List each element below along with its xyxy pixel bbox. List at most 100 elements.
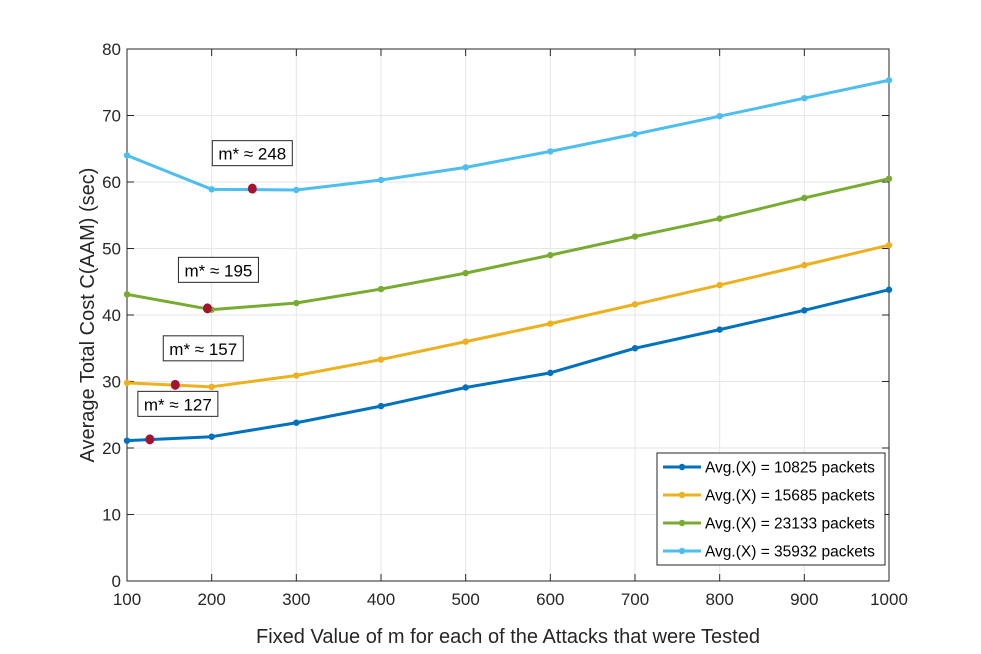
data-point xyxy=(885,241,893,249)
series-1 xyxy=(123,286,893,444)
legend-marker xyxy=(678,547,686,555)
annotation: m* ≈ 127 xyxy=(137,390,219,417)
y-tick-label: 20 xyxy=(102,439,121,458)
annotation-text: m* ≈ 248 xyxy=(218,145,286,164)
data-point xyxy=(377,176,385,184)
series-2 xyxy=(123,241,893,391)
series-line xyxy=(126,288,890,443)
y-tick-label: 70 xyxy=(102,107,121,126)
data-point xyxy=(208,186,215,193)
series-line xyxy=(126,177,890,312)
data-point xyxy=(293,186,300,194)
annotation: m* ≈ 157 xyxy=(162,335,244,362)
data-point xyxy=(462,164,469,171)
data-point xyxy=(293,419,300,426)
legend: Avg.(X) = 10825 packets Avg.(X) = 15685 p… xyxy=(656,452,886,566)
data-point xyxy=(377,356,385,363)
data-point xyxy=(208,383,215,391)
legend-marker xyxy=(678,491,686,499)
data-point xyxy=(462,269,469,277)
y-axis-label: Average Total Cost C(AAM) (sec) xyxy=(77,168,99,463)
annotation-box xyxy=(211,140,293,167)
legend-entry: Avg.(X) = 35932 packets xyxy=(663,544,875,561)
data-point xyxy=(123,152,131,159)
legend-label: Avg.(X) = 10825 packets xyxy=(705,460,875,477)
data-point xyxy=(801,95,808,102)
data-point xyxy=(716,326,723,333)
data-point xyxy=(208,433,215,440)
x-tick-label: 200 xyxy=(197,590,225,609)
legend-label: Avg.(X) = 15685 packets xyxy=(705,488,875,505)
optimum-marker xyxy=(170,379,180,390)
x-axis-label: Fixed Value of m for each of the Attacks… xyxy=(256,626,760,648)
data-point xyxy=(716,112,723,120)
x-tick-label: 700 xyxy=(621,590,649,609)
optimum-marker xyxy=(247,183,257,194)
optimum-marker xyxy=(145,434,155,445)
legend-entry: Avg.(X) = 15685 packets xyxy=(663,488,875,505)
optimum-markers xyxy=(145,183,257,445)
x-tick-label: 100 xyxy=(113,590,141,609)
annotation: m* ≈ 248 xyxy=(211,140,293,167)
y-tick-label: 80 xyxy=(102,40,121,59)
legend-label: Avg.(X) = 35932 packets xyxy=(705,544,875,561)
x-tick-label: 300 xyxy=(282,590,310,609)
data-point xyxy=(377,285,385,293)
axes: 100 200 300 400 500 600 700 800 900 1000 0 10 20 30 40… xyxy=(102,40,908,609)
data-point xyxy=(123,437,131,444)
legend-marker xyxy=(678,519,686,527)
data-point xyxy=(293,299,300,307)
y-tick-label: 0 xyxy=(112,572,121,591)
annotation-box xyxy=(137,390,219,417)
data-point xyxy=(631,233,639,240)
data-point xyxy=(885,286,893,293)
legend-entry: Avg.(X) = 23133 packets xyxy=(663,516,875,533)
data-point xyxy=(801,194,808,202)
data-point xyxy=(801,307,808,314)
data-point xyxy=(293,372,300,379)
series-line xyxy=(126,243,890,389)
annotation-text: m* ≈ 127 xyxy=(144,395,212,414)
annotation-box xyxy=(162,335,244,362)
series-3 xyxy=(123,175,893,313)
data-point xyxy=(462,338,469,345)
y-tick-label: 50 xyxy=(102,240,121,259)
x-tick-label: 600 xyxy=(536,590,564,609)
x-tick-label: 400 xyxy=(367,590,395,609)
annotation-box xyxy=(177,256,259,283)
x-tick-label: 900 xyxy=(790,590,818,609)
y-tick-label: 10 xyxy=(102,506,121,525)
y-tick-label: 40 xyxy=(102,306,121,325)
data-point xyxy=(462,384,469,391)
data-point xyxy=(547,148,554,155)
legend-label: Avg.(X) = 23133 packets xyxy=(705,516,875,533)
legend-marker xyxy=(678,463,686,471)
x-tick-label: 500 xyxy=(451,590,479,609)
annotation-text: m* ≈ 195 xyxy=(184,261,252,280)
x-tick-label: 800 xyxy=(705,590,733,609)
data-point xyxy=(123,291,131,298)
data-point xyxy=(716,281,723,289)
x-tick-label: 1000 xyxy=(870,590,908,609)
y-tick-label: 30 xyxy=(102,373,121,392)
data-point xyxy=(631,345,639,352)
legend-entry: Avg.(X) = 10825 packets xyxy=(663,460,875,477)
optimum-marker xyxy=(202,303,212,314)
y-tick-label: 60 xyxy=(102,173,121,192)
annotation-text: m* ≈ 157 xyxy=(169,340,237,359)
annotations: m* ≈ 127 m* ≈ 157 m* ≈ 195 m* ≈ 248 xyxy=(137,140,293,417)
data-point xyxy=(631,130,639,138)
annotation: m* ≈ 195 xyxy=(177,256,259,283)
data-point xyxy=(547,320,554,327)
data-point xyxy=(547,251,554,259)
data-point xyxy=(123,379,131,387)
data-point xyxy=(885,175,893,182)
data-point xyxy=(547,369,554,377)
data-point xyxy=(377,402,385,410)
data-point xyxy=(631,301,639,308)
data-point xyxy=(801,261,808,269)
data-point xyxy=(885,77,893,84)
legend-box xyxy=(656,452,886,566)
data-point xyxy=(716,215,723,222)
